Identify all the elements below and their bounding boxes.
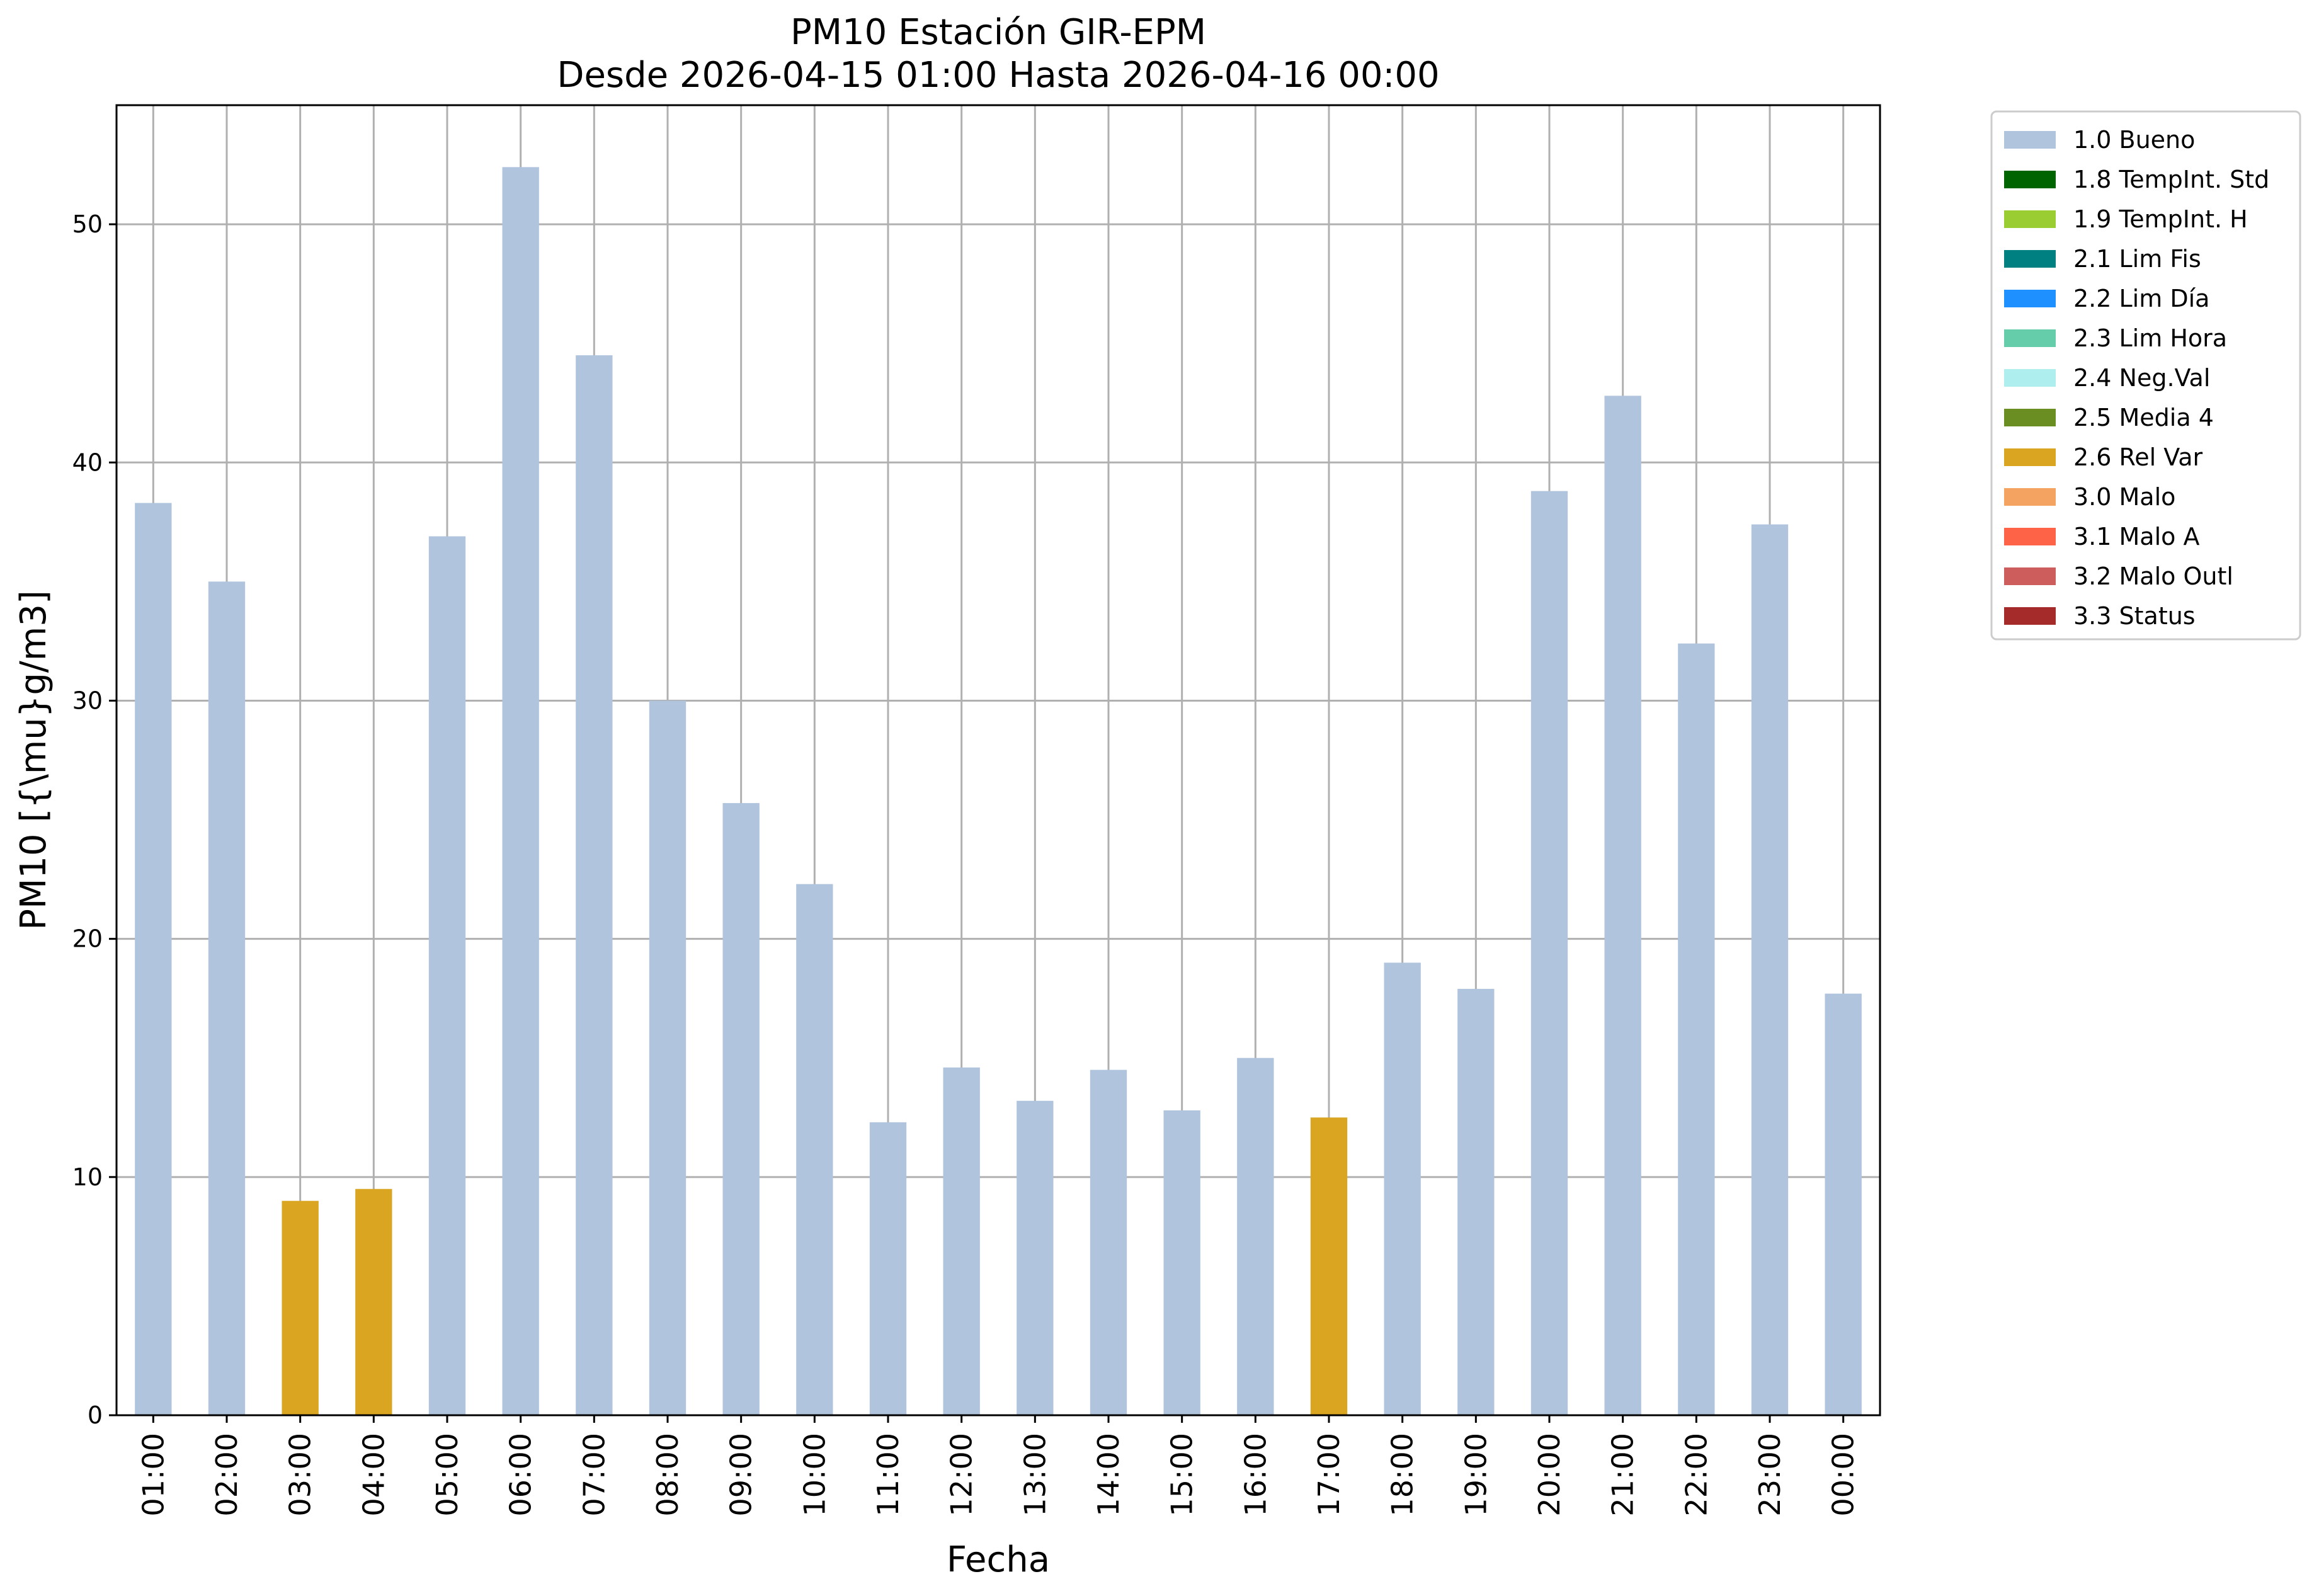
bar-1100: [869, 1122, 907, 1415]
x-tick-label: 13:00: [1018, 1433, 1052, 1517]
y-tick-label: 10: [72, 1163, 103, 1191]
bar-0600: [502, 167, 539, 1415]
x-tick-label: 03:00: [283, 1433, 317, 1517]
bar-1800: [1384, 962, 1421, 1415]
bar-0500: [428, 536, 466, 1416]
x-tick-label: 10:00: [797, 1433, 831, 1517]
legend-swatch: [2004, 131, 2056, 149]
x-tick-label: 23:00: [1753, 1433, 1787, 1517]
x-tick-label: 06:00: [504, 1433, 538, 1517]
x-tick-label: 11:00: [871, 1433, 905, 1517]
legend-label: 1.0 Bueno: [2073, 126, 2195, 154]
legend-swatch: [2004, 290, 2056, 307]
legend-label: 2.6 Rel Var: [2073, 443, 2203, 471]
bar-2000: [1530, 491, 1568, 1415]
bar-1300: [1017, 1100, 1054, 1415]
x-tick-label: 12:00: [945, 1433, 979, 1517]
x-tick-label: 05:00: [430, 1433, 464, 1517]
x-axis-ticks: 01:00 02:00 03:00 04:00 05:00 06:00 07:00 08:00…: [136, 1415, 1860, 1517]
x-axis-label: Fecha: [947, 1539, 1050, 1580]
x-tick-label: 04:00: [356, 1433, 390, 1517]
legend-swatch: [2004, 250, 2056, 268]
legend-label: 2.2 Lim Día: [2073, 285, 2209, 312]
bar-1500: [1163, 1110, 1200, 1415]
legend-box: [1990, 110, 2301, 641]
chart-title-line-2: Desde 2026-04-15 01:00 Hasta 2026-04-16 …: [557, 55, 1439, 96]
legend-label: 2.3 Lim Hora: [2073, 324, 2227, 352]
x-tick-label: 14:00: [1091, 1433, 1125, 1517]
x-tick-label: 19:00: [1459, 1433, 1493, 1517]
bar-1000: [796, 884, 833, 1415]
bar-0400: [355, 1188, 392, 1415]
bar-0100: [135, 503, 172, 1415]
legend-swatch: [2004, 528, 2056, 545]
legend-swatch: [2004, 607, 2056, 625]
y-axis-label: PM10 [{\mu}g/m3]: [13, 590, 54, 930]
bar-0300: [282, 1200, 319, 1415]
bar-0700: [576, 355, 613, 1416]
x-tick-label: 02:00: [210, 1433, 244, 1517]
bar-2200: [1678, 643, 1715, 1415]
x-tick-label: 15:00: [1165, 1433, 1199, 1517]
bar-1600: [1237, 1057, 1274, 1415]
x-tick-label: 17:00: [1312, 1433, 1346, 1517]
bar-0200: [208, 581, 246, 1415]
y-tick-label: 30: [72, 687, 103, 714]
legend-label: 2.4 Neg.Val: [2073, 364, 2210, 392]
bar-0800: [649, 700, 687, 1415]
bar-1200: [943, 1067, 980, 1415]
y-tick-label: 40: [72, 448, 103, 476]
bar-0000: [1825, 993, 1862, 1415]
legend-label: 1.8 TempInt. Std: [2073, 166, 2269, 193]
bar-2100: [1604, 396, 1641, 1415]
y-axis-ticks: 0 10 20 30 40 50: [72, 210, 117, 1429]
legend-swatch: [2004, 409, 2056, 426]
legend-swatch: [2004, 210, 2056, 228]
legend-label: 3.2 Malo Outl: [2073, 562, 2233, 590]
legend-swatch: [2004, 171, 2056, 188]
x-tick-label: 20:00: [1532, 1433, 1566, 1517]
y-tick-label: 0: [88, 1401, 103, 1429]
x-tick-label: 08:00: [651, 1433, 685, 1517]
y-tick-label: 20: [72, 925, 103, 953]
bar-2300: [1751, 524, 1789, 1415]
bars: [135, 167, 1862, 1416]
legend-swatch: [2004, 369, 2056, 387]
plot-frame: [115, 104, 1881, 1416]
x-tick-label: 16:00: [1238, 1433, 1272, 1517]
legend-label: 2.1 Lim Fis: [2073, 245, 2201, 273]
bar-0900: [722, 803, 760, 1415]
x-tick-label: 00:00: [1826, 1433, 1860, 1517]
legend-label: 3.0 Malo: [2073, 483, 2175, 511]
legend-label: 3.3 Status: [2073, 602, 2196, 630]
legend-swatch: [2004, 567, 2056, 585]
x-tick-label: 01:00: [136, 1433, 170, 1517]
x-tick-label: 21:00: [1606, 1433, 1640, 1517]
legend-label: 1.9 TempInt. H: [2073, 205, 2248, 233]
legend: 1.0 Bueno 1.8 TempInt. Std 1.9 TempInt. H 2…: [1990, 110, 2301, 641]
legend-swatch: [2004, 448, 2056, 466]
x-tick-label: 18:00: [1386, 1433, 1420, 1517]
x-tick-label: 07:00: [577, 1433, 611, 1517]
x-tick-label: 09:00: [724, 1433, 758, 1517]
chart-title-line-1: PM10 Estación GIR-EPM: [790, 12, 1206, 53]
legend-label: 2.5 Media 4: [2073, 404, 2214, 431]
y-tick-label: 50: [72, 210, 103, 238]
x-tick-label: 22:00: [1679, 1433, 1713, 1517]
bar-1900: [1457, 989, 1495, 1415]
legend-label: 3.1 Malo A: [2073, 523, 2199, 550]
legend-swatch: [2004, 488, 2056, 506]
bar-1400: [1090, 1069, 1127, 1415]
legend-items: 1.0 Bueno 1.8 TempInt. Std 1.9 TempInt. H 2…: [2004, 126, 2269, 630]
legend-swatch: [2004, 329, 2056, 347]
bar-1700: [1310, 1117, 1348, 1415]
